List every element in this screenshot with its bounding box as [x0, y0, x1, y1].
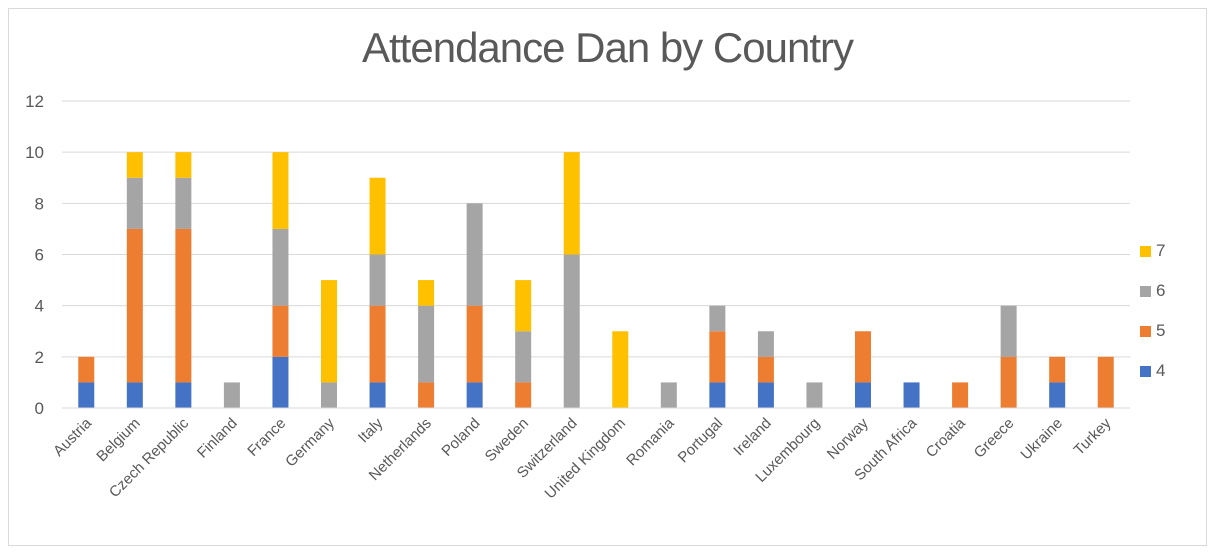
x-category-label: Norway: [824, 414, 872, 462]
bar-segment: [418, 280, 435, 306]
legend-label: 5: [1156, 321, 1165, 340]
bar-segment: [515, 280, 532, 332]
bar-segment: [855, 382, 871, 408]
bar-segment: [223, 382, 240, 408]
bar-segment: [660, 382, 677, 408]
bar-segment: [515, 331, 532, 383]
bar-segment: [126, 152, 143, 178]
bar-segment: [1097, 356, 1114, 408]
bar-segment: [175, 228, 192, 383]
chart-title: Attendance Dan by Country: [362, 24, 854, 71]
bar-segment: [466, 203, 483, 306]
legend-swatch: [1140, 366, 1151, 377]
bar-segment: [369, 382, 386, 408]
x-category-label: Austria: [50, 414, 95, 459]
x-category-label: Finland: [194, 415, 241, 462]
x-category-label: Germany: [282, 414, 338, 470]
legend: 7 6 5 4: [1140, 241, 1165, 380]
x-category-label: Romania: [623, 414, 678, 469]
x-category-label: Greece: [971, 415, 1018, 462]
y-tick-label: 8: [35, 194, 44, 213]
legend-swatch: [1140, 246, 1151, 257]
y-tick-label: 4: [35, 297, 44, 316]
bar-segment: [709, 382, 726, 408]
x-category-label: Portugal: [675, 415, 727, 467]
y-tick-label: 10: [25, 143, 44, 162]
gridlines: [62, 100, 1130, 358]
bar-segment: [612, 331, 629, 408]
bar-segment: [126, 177, 143, 229]
bar-segment: [369, 254, 386, 306]
bar-segment: [1049, 382, 1066, 408]
bar-segment: [855, 331, 871, 383]
bar-segment: [272, 356, 289, 408]
bar-segment: [709, 305, 726, 332]
bar-segment: [1000, 356, 1017, 408]
bar-segment: [175, 382, 192, 408]
bar-segment: [1049, 356, 1066, 383]
y-tick-label: 2: [35, 348, 44, 367]
x-category-label: France: [244, 415, 289, 460]
legend-swatch: [1140, 326, 1151, 337]
bar-segment: [126, 382, 143, 408]
legend-label: 7: [1156, 241, 1165, 260]
bar-segment: [418, 305, 435, 383]
bar-segment: [515, 382, 532, 408]
bar-segment: [1000, 305, 1017, 357]
x-category-label: Turkey: [1071, 414, 1115, 458]
bar-segment: [126, 228, 143, 383]
bar-segment: [272, 228, 289, 306]
bar-segment: [757, 382, 774, 408]
legend-swatch: [1140, 286, 1151, 297]
bar-segment: [78, 356, 95, 383]
bar-segment: [952, 382, 969, 408]
bar-segment: [757, 331, 774, 357]
x-category-label: Croatia: [923, 414, 970, 461]
bar-segment: [369, 177, 386, 255]
bar-segment: [369, 305, 386, 383]
chart-frame: [8, 8, 1207, 546]
bar-segment: [175, 177, 192, 229]
y-axis-tick-labels: 0 2 4 6 8 10 12: [25, 92, 44, 418]
x-category-label: Ireland: [730, 415, 774, 459]
bar-segment: [903, 382, 920, 408]
legend-label: 6: [1156, 281, 1165, 300]
x-category-label: Italy: [355, 414, 387, 446]
y-tick-label: 6: [35, 246, 44, 265]
bar-segment: [563, 152, 580, 255]
bar-segment: [466, 305, 483, 383]
bar-segment: [321, 280, 337, 383]
bar-segment: [806, 382, 823, 408]
bars: [78, 152, 1114, 408]
bar-segment: [709, 331, 726, 383]
bar-segment: [272, 152, 289, 229]
bar-segment: [321, 382, 337, 408]
bar-segment: [78, 382, 95, 408]
bar-segment: [418, 382, 435, 408]
x-category-label: Poland: [438, 415, 483, 460]
bar-segment: [563, 254, 580, 408]
legend-label: 4: [1156, 361, 1165, 380]
y-tick-label: 12: [25, 92, 44, 111]
bar-segment: [175, 152, 192, 178]
bar-segment: [272, 305, 289, 357]
bar-segment: [757, 356, 774, 383]
y-tick-label: 0: [35, 399, 44, 418]
x-category-label: Ukraine: [1017, 415, 1066, 464]
bar-segment: [466, 382, 483, 408]
